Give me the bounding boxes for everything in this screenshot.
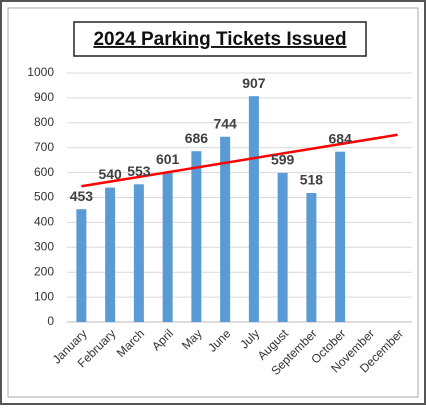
bar xyxy=(133,184,144,322)
data-label: 518 xyxy=(300,172,324,188)
bar xyxy=(76,209,87,322)
bar xyxy=(191,151,202,322)
data-label: 553 xyxy=(127,163,151,179)
y-tick-label: 800 xyxy=(34,115,54,129)
bar xyxy=(277,172,288,322)
data-label: 686 xyxy=(185,130,209,146)
data-label: 684 xyxy=(328,130,352,146)
data-label: 453 xyxy=(70,188,94,204)
bar xyxy=(220,136,231,322)
data-label: 601 xyxy=(156,151,180,167)
y-tick-label: 1000 xyxy=(27,65,54,79)
y-tick-label: 300 xyxy=(34,239,54,253)
title-box xyxy=(73,21,367,57)
y-tick-label: 100 xyxy=(34,289,54,303)
bar xyxy=(105,187,116,322)
y-tick-label: 500 xyxy=(34,190,54,204)
trendline xyxy=(81,133,398,188)
chart-title: 2024 Parking Tickets Issued xyxy=(93,29,346,50)
data-label: 744 xyxy=(213,115,237,131)
bar xyxy=(248,96,259,322)
bar xyxy=(306,193,317,322)
y-tick-label: 900 xyxy=(34,90,54,104)
y-tick-label: 0 xyxy=(47,314,54,328)
bar xyxy=(335,151,346,322)
data-label: 540 xyxy=(98,166,122,182)
y-tick-label: 600 xyxy=(34,165,54,179)
y-tick-label: 200 xyxy=(34,264,54,278)
data-label: 907 xyxy=(242,75,266,91)
data-label: 599 xyxy=(271,152,295,168)
y-tick-label: 400 xyxy=(34,215,54,229)
bar xyxy=(162,172,173,322)
y-tick-label: 700 xyxy=(34,140,54,154)
